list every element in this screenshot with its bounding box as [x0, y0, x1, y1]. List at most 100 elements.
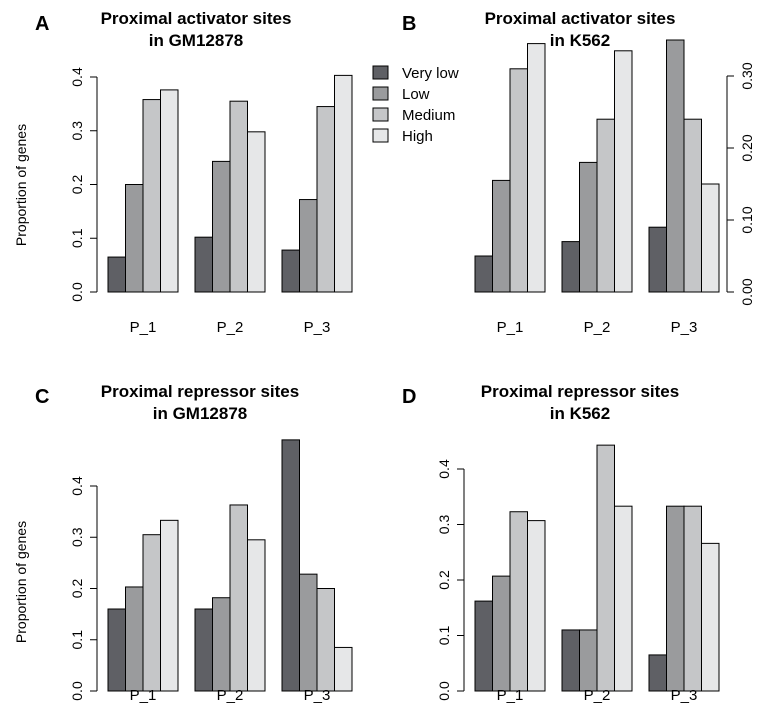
panel-title-line: Proximal activator sites: [101, 9, 292, 28]
category-label: P_1: [130, 319, 157, 336]
category-label: P_3: [304, 319, 331, 336]
bar-c-p_1-medium: [142, 534, 161, 692]
bar-c-p_1-high: [160, 519, 179, 692]
bar-a-p_1-high: [160, 89, 179, 293]
bar-a-p_3-very-low: [281, 249, 300, 293]
y-tick-label: 0.3: [436, 515, 452, 535]
bar-c-p_3-very-low: [281, 439, 300, 692]
category-label: P_1: [130, 687, 157, 704]
bar-d-p_3-very-low: [648, 654, 667, 692]
panel-b: B Proximal activator sites in K562 P_1 P_2 P_…: [402, 9, 755, 336]
legend-label: Very low: [402, 65, 459, 82]
legend-swatch-very-low: [372, 65, 389, 80]
bar-d-p_3-medium: [683, 505, 702, 692]
bar-a-p_2-very-low: [194, 236, 213, 293]
bar-d-p_1-high: [527, 520, 546, 692]
y-axis-label: Proportion of genes: [13, 124, 29, 246]
bar-b-p_2-high: [614, 50, 633, 293]
panel-letter: A: [35, 13, 49, 35]
panel-letter: C: [35, 386, 49, 408]
bar-b-p_1-high: [527, 43, 546, 293]
panel-a: A Proximal activator sites in GM12878 P_1 P_…: [13, 9, 353, 336]
category-label: P_2: [584, 319, 611, 336]
bar-a-p_1-very-low: [107, 256, 126, 293]
y-tick-label: 0.3: [69, 121, 85, 141]
legend-label: Low: [402, 86, 430, 103]
bar-b-p_3-high: [701, 183, 720, 293]
bar-c-p_2-low: [212, 597, 231, 692]
bar-d-p_2-medium: [596, 444, 615, 692]
bar-b-p_2-very-low: [561, 241, 580, 293]
panel-title-line: in GM12878: [149, 31, 244, 50]
bar-b-p_3-low: [666, 39, 685, 293]
panel-c: C Proximal repressor sites in GM12878 P_1 P_…: [13, 382, 353, 704]
y-tick-label: 0.2: [69, 175, 85, 195]
category-label: P_2: [217, 687, 244, 704]
panel-title-line: Proximal activator sites: [485, 9, 676, 28]
bar-b-p_1-low: [492, 179, 511, 293]
bar-b-p_2-low: [579, 161, 598, 293]
y-tick-label: 0.1: [69, 630, 85, 650]
y-tick-label: 0.2: [69, 579, 85, 599]
y-tick-label: 0.20: [739, 134, 755, 161]
category-label: P_1: [497, 687, 524, 704]
bar-c-p_2-high: [247, 539, 266, 692]
bar-a-p_3-medium: [316, 106, 335, 293]
bar-d-p_2-very-low: [561, 629, 580, 692]
y-tick-label: 0.1: [69, 228, 85, 248]
bar-d-p_2-high: [614, 505, 633, 692]
bar-b-p_1-very-low: [474, 255, 493, 293]
panel-letter: D: [402, 386, 416, 408]
bar-d-p_3-high: [701, 542, 720, 692]
y-tick-label: 0.4: [436, 459, 452, 479]
category-label: P_3: [671, 687, 698, 704]
legend-swatch-high: [372, 128, 389, 143]
bar-c-p_3-medium: [316, 588, 335, 692]
bar-d-p_1-very-low: [474, 600, 493, 692]
y-tick-label: 0.2: [436, 570, 452, 590]
bar-b-p_2-medium: [596, 118, 615, 293]
bar-d-p_1-low: [492, 575, 511, 692]
legend-label: High: [402, 128, 433, 145]
bar-d-p_3-low: [666, 505, 685, 692]
panels: A Proximal activator sites in GM12878 P_1 P_…: [13, 9, 755, 704]
bar-a-p_1-medium: [142, 99, 161, 293]
bar-c-p_2-very-low: [194, 608, 213, 692]
legend-swatch-low: [372, 86, 389, 101]
panel-title-line: in K562: [550, 404, 610, 423]
bar-c-p_3-low: [299, 573, 318, 692]
bar-b-p_3-medium: [683, 118, 702, 293]
bar-a-p_3-high: [334, 74, 353, 293]
y-tick-label: 0.3: [69, 527, 85, 547]
y-tick-label: 0.0: [69, 681, 85, 701]
category-label: P_2: [217, 319, 244, 336]
panel-title-line: Proximal repressor sites: [481, 382, 679, 401]
bar-c-p_3-high: [334, 646, 353, 692]
category-label: P_1: [497, 319, 524, 336]
y-tick-label: 0.4: [69, 67, 85, 87]
y-tick-label: 0.0: [69, 282, 85, 302]
category-label: P_2: [584, 687, 611, 704]
bar-c-p_1-very-low: [107, 608, 126, 692]
bar-a-p_2-low: [212, 160, 231, 293]
legend-label: Medium: [402, 107, 455, 124]
bar-a-p_3-low: [299, 199, 318, 293]
bar-a-p_2-high: [247, 131, 266, 293]
bar-a-p_1-low: [125, 184, 144, 293]
bar-b-p_1-medium: [509, 68, 528, 293]
category-label: P_3: [304, 687, 331, 704]
panel-d: D Proximal repressor sites in K562 P_1 P_2 P_…: [402, 382, 720, 704]
y-axis-label: Proportion of genes: [13, 521, 29, 643]
bar-d-p_1-medium: [509, 511, 528, 692]
bar-c-p_2-medium: [229, 504, 248, 692]
y-tick-label: 0.0: [436, 681, 452, 701]
legend: Very low Low Medium High: [372, 65, 459, 145]
panel-title-line: in K562: [550, 31, 610, 50]
panel-title-line: in GM12878: [153, 404, 248, 423]
panel-letter: B: [402, 13, 416, 35]
legend-swatch-medium: [372, 107, 389, 122]
panel-title-line: Proximal repressor sites: [101, 382, 299, 401]
bar-a-p_2-medium: [229, 100, 248, 293]
